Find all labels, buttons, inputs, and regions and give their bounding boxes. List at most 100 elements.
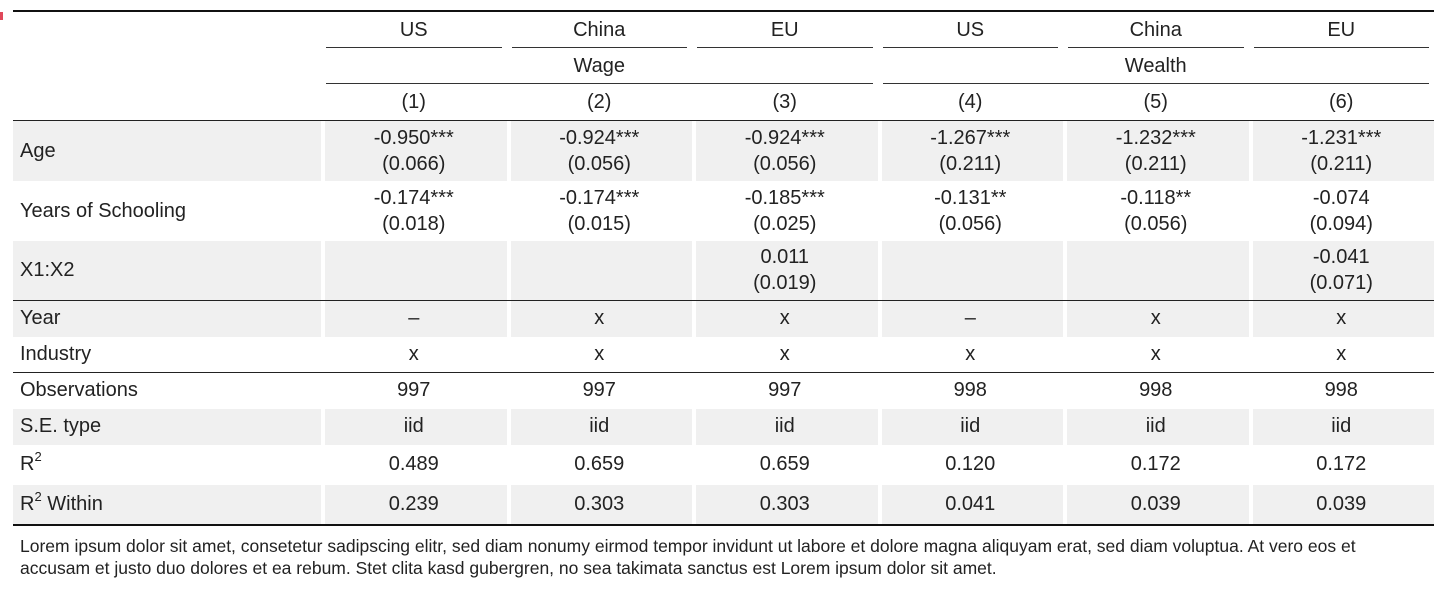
coef-row-interaction: X1:X2 0.011 (0.019) -0.041 (0.071) (13, 240, 1434, 301)
row-label: Age (13, 120, 321, 181)
fe-cell: x (1063, 300, 1249, 337)
stat-cell: iid (877, 408, 1063, 445)
coef-cell: -1.267*** (0.211) (877, 120, 1063, 181)
std-error: (0.211) (1124, 152, 1187, 175)
stat-cell: iid (1063, 408, 1249, 445)
stat-cell: 0.039 (1063, 484, 1249, 526)
page-edge-marker (0, 12, 3, 20)
header-numbers-row: (1) (2) (3) (4) (5) (6) (13, 84, 1434, 121)
coef-cell: -0.185*** (0.025) (692, 181, 878, 241)
header-country: EU (692, 10, 878, 49)
header-model-number: (4) (958, 90, 983, 113)
stat-cell: iid (692, 408, 878, 445)
r2-within-suffix: Within (41, 492, 103, 515)
header-countries-row: US China EU US China EU (13, 10, 1434, 49)
stat-cell: 0.489 (388, 453, 439, 475)
stat-cell: 0.120 (945, 453, 996, 475)
row-label: R2 Within (13, 484, 321, 526)
std-error: (0.211) (1310, 152, 1373, 175)
regression-table-container: US China EU US China EU Wage Wealth (1) … (13, 10, 1434, 579)
coef-cell (1063, 240, 1249, 301)
fe-cell: – (321, 300, 507, 337)
std-error: (0.094) (1309, 212, 1373, 235)
stat-cell: 0.041 (877, 484, 1063, 526)
stat-cell: 998 (877, 372, 1063, 409)
header-blank (13, 48, 321, 84)
coef-value: -1.267*** (930, 126, 1011, 149)
header-country: China (1063, 10, 1249, 49)
row-label: Years of Schooling (20, 199, 187, 222)
row-label: Industry (20, 342, 92, 365)
header-model-number: (5) (1143, 90, 1168, 113)
stat-cell: iid (1248, 408, 1434, 445)
fe-row-year: Year – x x – x x (13, 300, 1434, 337)
coef-cell: -0.924*** (0.056) (692, 120, 878, 181)
stat-cell: 998 (1248, 372, 1434, 409)
header-model-number: (6) (1329, 90, 1354, 113)
std-error: (0.056) (938, 212, 1002, 235)
coef-cell: -0.924*** (0.056) (506, 120, 692, 181)
header-model-number: (2) (587, 90, 612, 113)
coef-cell: -0.118** (0.056) (1063, 181, 1249, 241)
std-error: (0.056) (567, 152, 631, 175)
coef-value: -0.131** (934, 186, 1007, 209)
regression-table: US China EU US China EU Wage Wealth (1) … (13, 10, 1434, 526)
header-country: EU (1248, 10, 1434, 49)
coef-value: -1.232*** (1115, 126, 1196, 149)
header-country: China (506, 10, 692, 49)
header-country: US (877, 10, 1063, 49)
stat-cell: 0.659 (574, 453, 625, 475)
coef-cell: -1.232*** (0.211) (1063, 120, 1249, 181)
coef-cell: 0.011 (0.019) (692, 240, 878, 301)
coef-value: -0.924*** (744, 126, 825, 149)
header-model-number: (1) (401, 90, 426, 113)
coef-cell (506, 240, 692, 301)
header-group-wage: Wage (321, 48, 878, 84)
stat-cell: 998 (1063, 372, 1249, 409)
fe-cell: x (1150, 342, 1161, 365)
header-blank (13, 84, 321, 121)
fe-cell: x (692, 300, 878, 337)
fe-cell: – (877, 300, 1063, 337)
stat-cell: 997 (321, 372, 507, 409)
stat-cell: 0.303 (506, 484, 692, 526)
std-error: (0.211) (939, 152, 1002, 175)
coef-value: -0.950*** (373, 126, 454, 149)
stat-row-se-type: S.E. type iid iid iid iid iid iid (13, 408, 1434, 445)
header-groups-row: Wage Wealth (13, 48, 1434, 84)
stat-cell: 0.172 (1316, 453, 1367, 475)
row-label: R2 (13, 445, 321, 485)
r2-within-superscript: 2 (34, 488, 42, 504)
std-error: (0.018) (382, 212, 446, 235)
coef-cell: -0.174*** (0.015) (507, 181, 693, 241)
std-error: (0.056) (1124, 212, 1188, 235)
fe-cell: x (408, 342, 419, 365)
coef-value: -0.118** (1120, 186, 1192, 209)
std-error: (0.071) (1309, 272, 1373, 295)
fe-cell: x (1248, 300, 1434, 337)
table-note: Lorem ipsum dolor sit amet, consetetur s… (20, 535, 1356, 578)
std-error: (0.015) (567, 212, 631, 235)
stat-cell: 0.659 (759, 453, 810, 475)
coef-cell (321, 240, 507, 301)
coef-value: -0.074 (1312, 186, 1370, 209)
r2-label: R (20, 453, 35, 475)
coef-cell: -0.950*** (0.066) (321, 120, 507, 181)
row-label: Observations (13, 372, 321, 409)
stat-row-r2: R2 0.489 0.659 0.659 0.120 0.172 0.172 (13, 445, 1434, 485)
coef-value: -0.924*** (559, 126, 640, 149)
coef-cell: -0.074 (0.094) (1249, 181, 1435, 241)
std-error: (0.066) (382, 152, 446, 175)
fe-cell: x (594, 342, 605, 365)
row-label: X1:X2 (13, 240, 321, 301)
row-label: S.E. type (13, 408, 321, 445)
header-model-number: (3) (772, 90, 797, 113)
coef-cell: -0.131** (0.056) (878, 181, 1064, 241)
std-error: (0.056) (753, 152, 817, 175)
coef-cell: -0.174*** (0.018) (321, 181, 507, 241)
header-country: US (321, 10, 507, 49)
coef-row-schooling: Years of Schooling -0.174*** (0.018) -0.1… (13, 181, 1434, 241)
stat-cell: 0.303 (692, 484, 878, 526)
fe-row-industry: Industry x x x x x x (13, 337, 1434, 373)
coef-cell: -1.231*** (0.211) (1248, 120, 1434, 181)
